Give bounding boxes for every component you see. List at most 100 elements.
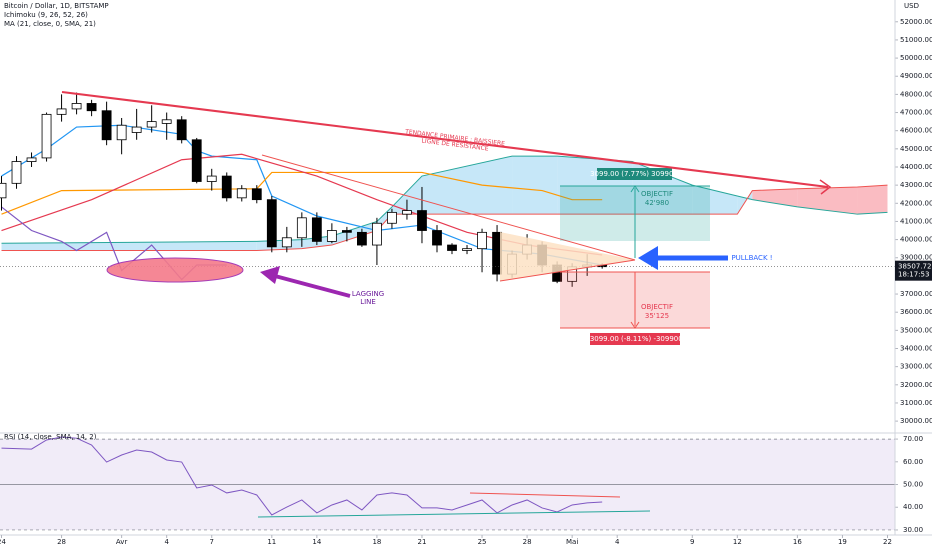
triangle bbox=[500, 232, 635, 281]
indicator-line bbox=[1, 171, 603, 215]
symbol-title: Bitcoin / Dollar, 1D, BITSTAMP bbox=[4, 2, 109, 10]
indicator-label: Ichimoku (9, 26, 52, 26) bbox=[4, 11, 88, 19]
x-tick-label: 11 bbox=[267, 538, 276, 546]
x-tick-label: 21 bbox=[418, 538, 427, 546]
candle-body bbox=[56, 108, 67, 115]
candle-body bbox=[41, 113, 52, 159]
y-tick-label: 37000.00 bbox=[900, 290, 932, 298]
loss-box bbox=[590, 333, 680, 345]
cloud-fill bbox=[512, 156, 558, 215]
price-pane bbox=[0, 21, 898, 422]
x-tick-label: 4 bbox=[615, 538, 620, 546]
y-tick-label: 35000.00 bbox=[900, 326, 932, 334]
lagging-arrow-head bbox=[260, 266, 280, 284]
target-up-text: OBJECTIF bbox=[641, 190, 673, 198]
rsi-tick-label: 40.00 bbox=[903, 503, 923, 511]
rsi-tick-label: 50.00 bbox=[903, 481, 923, 489]
y-tick-label: 48000.00 bbox=[900, 90, 932, 98]
x-tick-label: 16 bbox=[793, 538, 802, 546]
x-tick-label: 14 bbox=[312, 538, 321, 546]
drawings: 3099.00 (7.77%) 309900 -3099.00 (-8.11%)… bbox=[61, 91, 832, 518]
y-tick-label: 31000.00 bbox=[900, 399, 932, 407]
candle-body bbox=[146, 121, 157, 128]
x-tick-label: 28 bbox=[57, 538, 66, 546]
lagging-text: LAGGING bbox=[352, 290, 384, 298]
candle-body bbox=[387, 211, 397, 224]
x-tick-label: Mai bbox=[566, 538, 578, 546]
candle-body bbox=[402, 210, 412, 215]
y-tick-label: 39000.00 bbox=[900, 254, 932, 262]
candle-body bbox=[26, 157, 37, 162]
y-tick-label: 51000.00 bbox=[900, 36, 932, 44]
candle-body bbox=[116, 124, 127, 141]
cloud-fill bbox=[692, 185, 738, 215]
x-tick-label: 25 bbox=[478, 538, 487, 546]
gain-label: 3099.00 (7.77%) 309900 bbox=[590, 170, 678, 178]
target-up-value: 42'980 bbox=[645, 199, 669, 207]
lagging-text: LINE bbox=[360, 298, 376, 306]
candle-body bbox=[206, 175, 217, 182]
candle-body bbox=[266, 199, 277, 248]
candle-body bbox=[86, 103, 97, 112]
x-tick-label: 28 bbox=[523, 538, 532, 546]
candle-body bbox=[0, 182, 7, 199]
x-tick-label: 4 bbox=[164, 538, 169, 546]
candle-body bbox=[447, 244, 457, 251]
y-tick-label: 41000.00 bbox=[900, 217, 932, 225]
cloud-fill bbox=[797, 186, 858, 215]
target-down-text: OBJECTIF bbox=[641, 303, 673, 311]
candle-body bbox=[176, 119, 187, 141]
rsi-line bbox=[1, 436, 603, 516]
y-tick-label: 42000.00 bbox=[900, 199, 932, 207]
candle-body bbox=[477, 231, 487, 250]
candle-body bbox=[296, 217, 307, 239]
pullback-text: PULLBACK ! bbox=[731, 254, 772, 262]
candle-body bbox=[221, 175, 232, 199]
candle-body bbox=[161, 119, 172, 124]
candle-body bbox=[11, 161, 22, 184]
resistance-line bbox=[61, 91, 829, 188]
candle-body bbox=[357, 231, 367, 246]
rsi-trendline bbox=[257, 510, 651, 518]
rsi-title: RSI (14, close, SMA, 14, 2) bbox=[4, 433, 97, 441]
candle-body bbox=[432, 230, 442, 246]
candle-body bbox=[71, 103, 82, 110]
y-tick-label: 43000.00 bbox=[900, 181, 932, 189]
rsi-tick-label: 60.00 bbox=[903, 458, 923, 466]
cloud-fill bbox=[421, 156, 513, 215]
cloud-fill bbox=[391, 176, 422, 215]
lagging-arrow bbox=[274, 274, 351, 298]
cloud-span bbox=[1, 184, 888, 251]
y-tick-label: 40000.00 bbox=[900, 236, 932, 244]
y-tick-label: 47000.00 bbox=[900, 109, 932, 117]
x-tick-label: 19 bbox=[838, 538, 847, 546]
candle-body bbox=[101, 110, 112, 141]
x-tick-label: Avr bbox=[116, 538, 128, 546]
cloud-fill bbox=[752, 188, 798, 207]
rsi-tick-label: 70.00 bbox=[903, 435, 923, 443]
y-tick-label: 36000.00 bbox=[900, 308, 932, 316]
x-tick-label: 12 bbox=[733, 538, 742, 546]
candle-body bbox=[326, 230, 337, 242]
candle-body bbox=[251, 188, 262, 201]
x-tick-label: 24 bbox=[0, 538, 6, 546]
y-tick-label: 50000.00 bbox=[900, 54, 932, 62]
down-arrow-head bbox=[630, 321, 640, 329]
candle-body bbox=[462, 248, 472, 251]
candle-body bbox=[131, 126, 142, 133]
countdown-label: 18:17:53 bbox=[898, 271, 929, 279]
candle-body bbox=[372, 222, 382, 246]
gain-box bbox=[597, 168, 672, 180]
pullback-arrow-head bbox=[638, 246, 658, 270]
indicator-label: MA (21, close, 0, SMA, 21) bbox=[4, 20, 96, 28]
triangle-bottom bbox=[499, 259, 636, 282]
candle-body bbox=[417, 210, 427, 231]
y-tick-label: 32000.00 bbox=[900, 381, 932, 389]
y-tick-label: 52000.00 bbox=[900, 18, 932, 26]
y-tick-label: 34000.00 bbox=[900, 345, 932, 353]
y-tick-label: 46000.00 bbox=[900, 127, 932, 135]
x-tick-label: 22 bbox=[883, 538, 892, 546]
resistance-arrow bbox=[819, 179, 832, 195]
cloud-fill bbox=[857, 185, 888, 215]
